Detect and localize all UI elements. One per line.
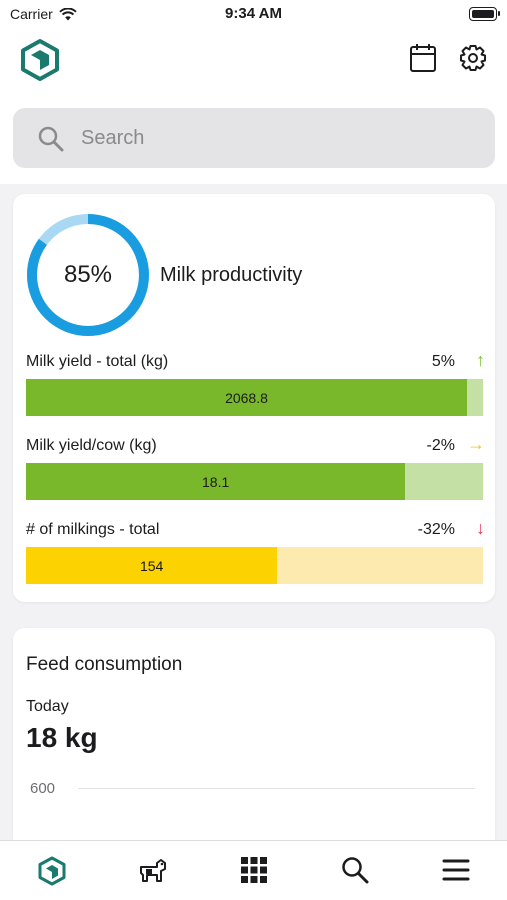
search-icon xyxy=(38,126,64,152)
feed-value: 18 kg xyxy=(26,722,98,753)
carrier-group: Carrier xyxy=(10,6,77,22)
milk-productivity-card[interactable]: 85% Milk productivity Milk yield - total… xyxy=(13,194,495,602)
metric-bar-fill xyxy=(26,463,406,500)
cow-icon[interactable] xyxy=(137,855,169,887)
productivity-value: 85% xyxy=(63,261,113,288)
feed-consumption-card[interactable]: Feed consumption Today 18 kg 600 xyxy=(13,628,495,868)
gear-icon[interactable] xyxy=(458,42,488,74)
home-icon[interactable] xyxy=(37,855,67,887)
grid-line xyxy=(78,788,475,789)
trend-flat-icon: → xyxy=(467,434,485,454)
search-bar[interactable] xyxy=(13,108,495,168)
metric-change: 5% xyxy=(431,353,455,370)
metric-bar-value: 2068.8 xyxy=(225,389,268,406)
status-bar: Carrier 9:34 AM xyxy=(0,0,507,28)
calendar-icon[interactable] xyxy=(408,42,438,74)
metric-bar: 2068.8 xyxy=(26,379,483,416)
trend-up-icon: ↑ xyxy=(476,350,485,370)
feed-period: Today xyxy=(26,698,69,715)
search-input[interactable] xyxy=(81,108,481,168)
y-tick-label: 600 xyxy=(30,780,56,797)
feed-title: Feed consumption xyxy=(26,654,183,675)
metric-change: -2% xyxy=(426,437,455,454)
search-icon[interactable] xyxy=(340,855,370,885)
metric-bar-value: 154 xyxy=(139,557,164,574)
metric-bar: 154 xyxy=(26,547,483,584)
metric-label: # of milkings - total xyxy=(26,521,160,538)
menu-icon[interactable] xyxy=(441,855,471,885)
metric-bar-fill xyxy=(26,547,278,584)
metric-label: Milk yield/cow (kg) xyxy=(26,437,157,454)
trend-down-icon: ↓ xyxy=(476,518,485,538)
app-header xyxy=(0,28,507,94)
hexagon-logo[interactable] xyxy=(18,38,62,82)
status-time: 9:34 AM xyxy=(225,5,282,22)
wifi-icon xyxy=(59,7,77,20)
metric-change: -32% xyxy=(417,521,455,538)
metric-bar-value: 18.1 xyxy=(202,473,230,490)
tab-bar xyxy=(0,840,507,900)
productivity-label: Milk productivity xyxy=(160,264,303,286)
metric-label: Milk yield - total (kg) xyxy=(26,353,169,370)
search-section xyxy=(0,94,507,184)
metric-bar: 18.1 xyxy=(26,463,483,500)
productivity-donut xyxy=(27,214,149,336)
carrier-label: Carrier xyxy=(10,6,53,22)
battery-icon xyxy=(469,7,500,21)
metric-bar-fill xyxy=(26,379,467,416)
grid-icon[interactable] xyxy=(239,855,269,885)
